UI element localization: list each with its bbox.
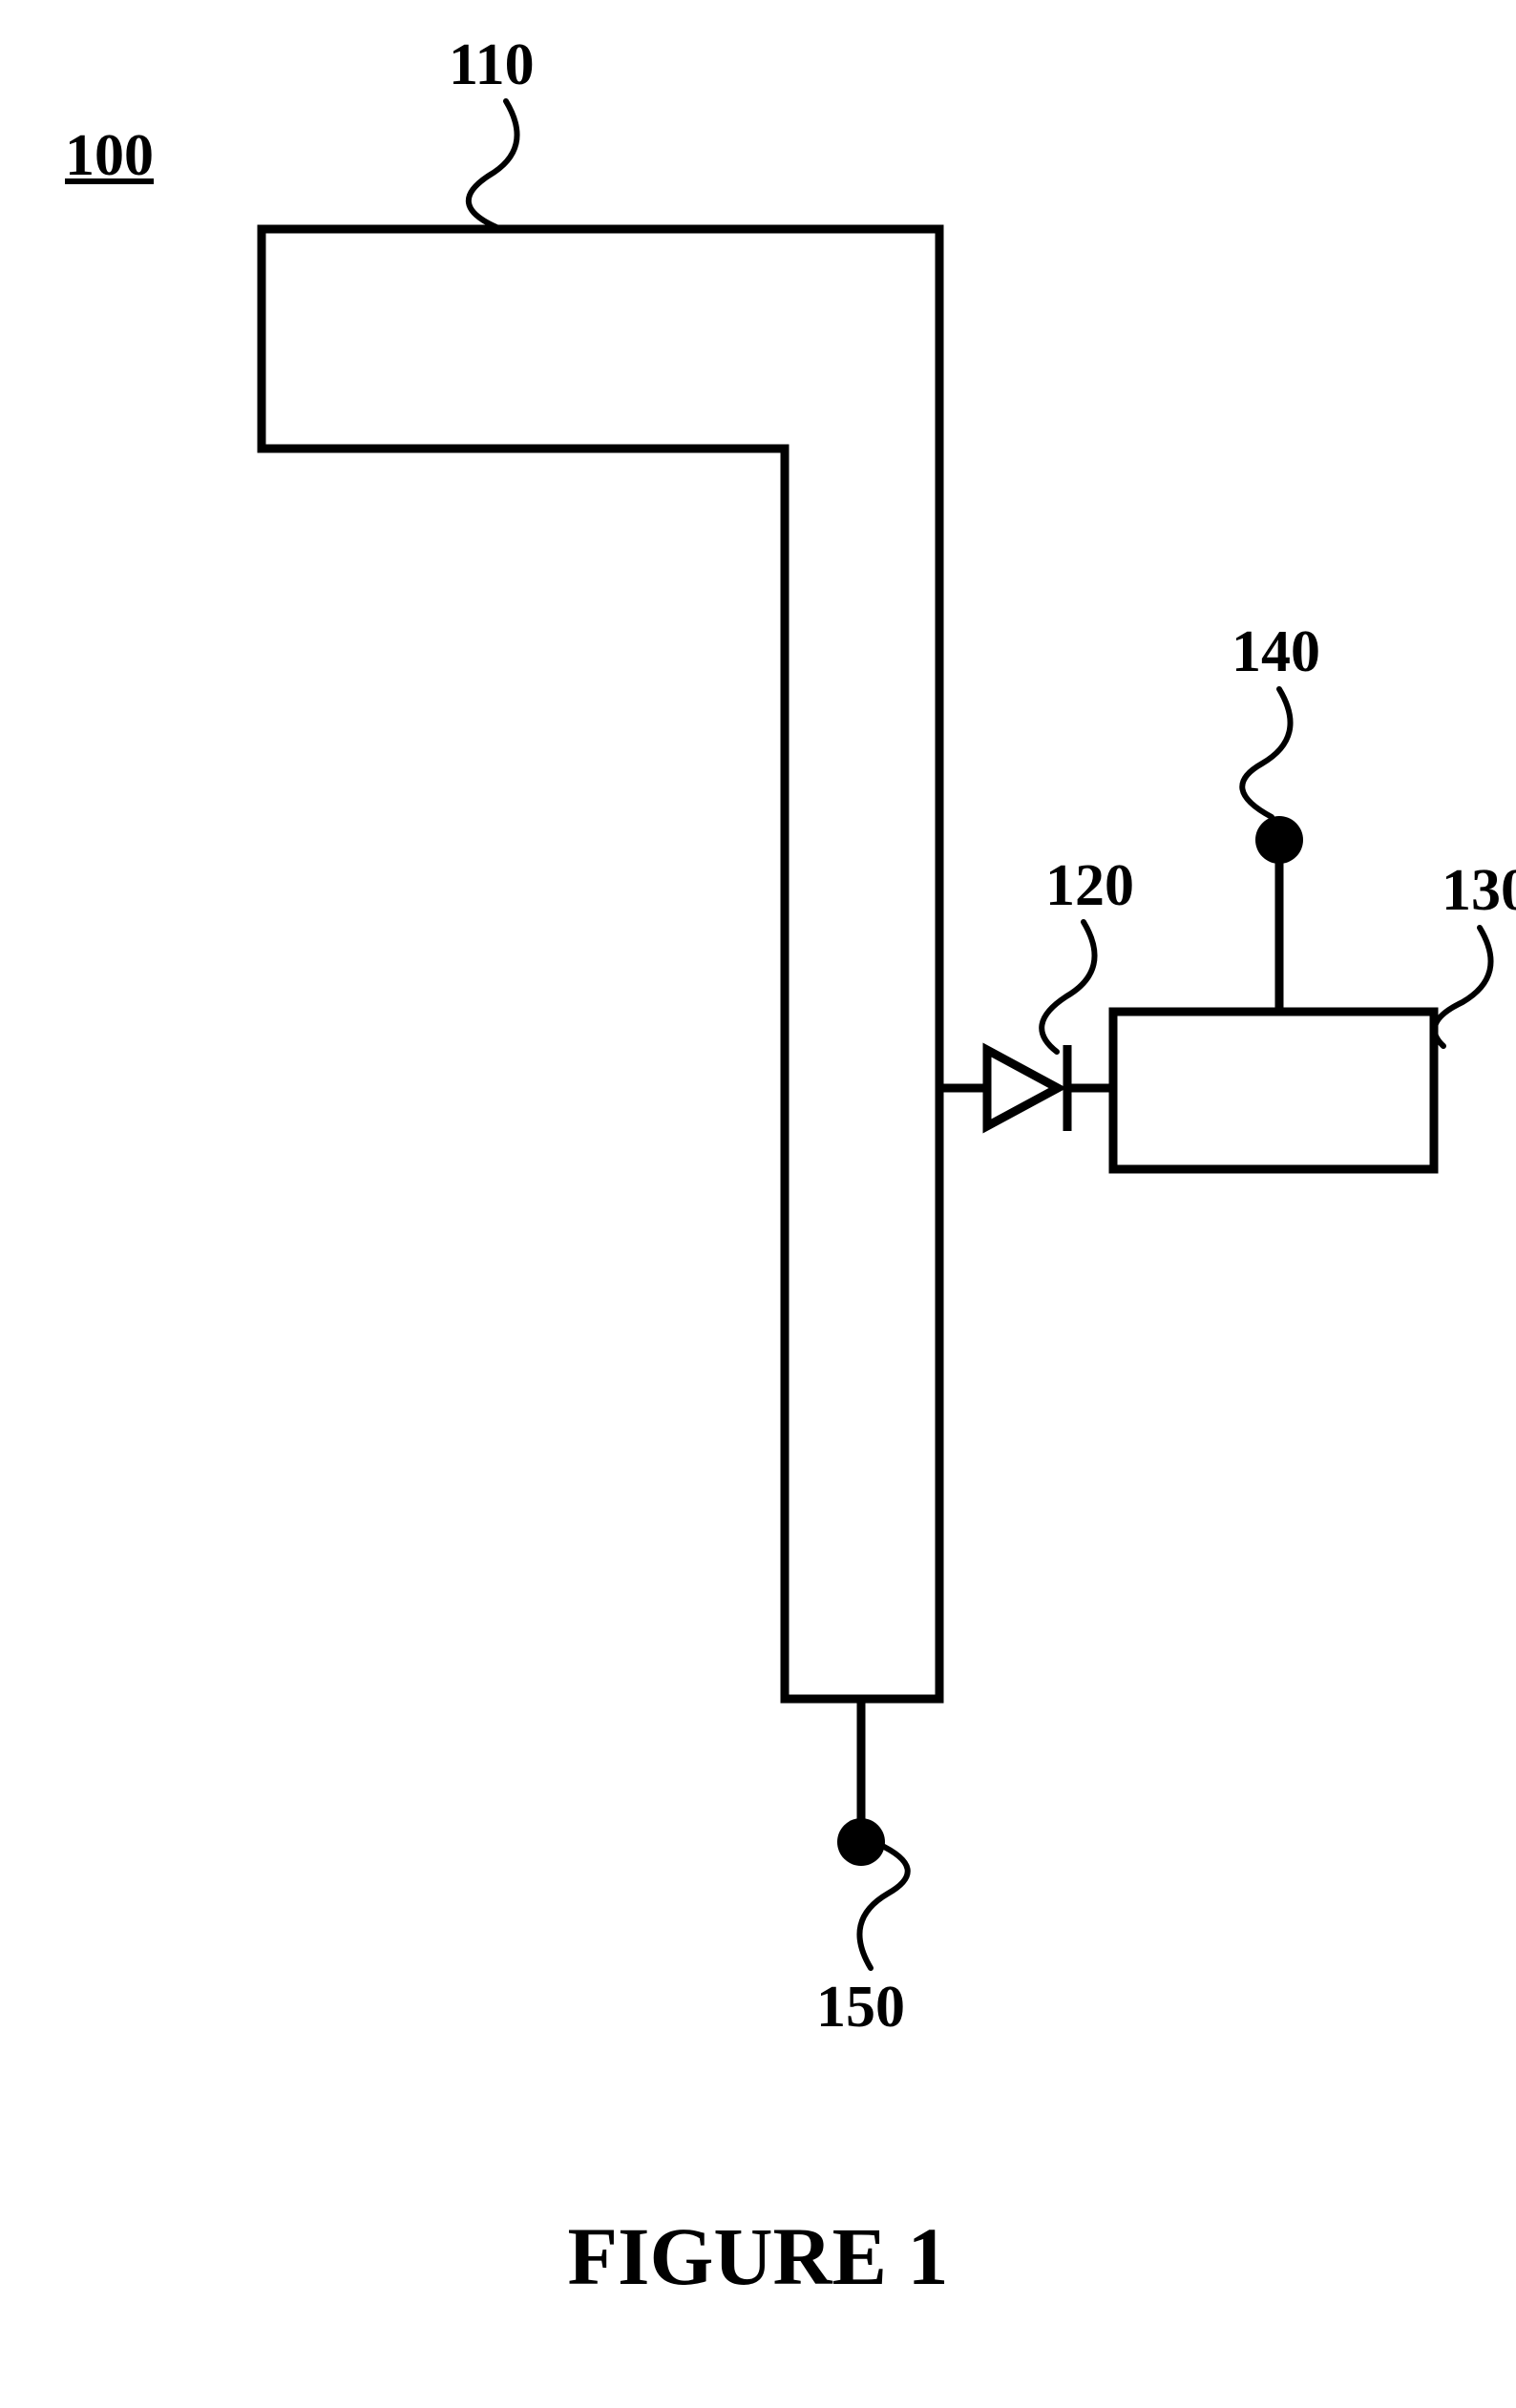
antenna-110-outline	[262, 229, 939, 1699]
label-110: 110	[449, 31, 535, 99]
label-140: 140	[1232, 618, 1320, 686]
block-130	[1113, 1012, 1434, 1169]
label-150: 150	[816, 1974, 905, 2042]
node-140-dot-icon	[1255, 816, 1303, 864]
leader-c110	[469, 101, 517, 227]
label-120: 120	[1045, 852, 1134, 920]
figure-caption: FIGURE 1	[0, 2209, 1516, 2304]
diode-triangle-icon	[987, 1050, 1058, 1126]
label-130: 130	[1442, 857, 1516, 925]
leader-c140	[1242, 689, 1290, 817]
figure-reference-100: 100	[65, 122, 154, 190]
diagram-svg	[0, 0, 1516, 2408]
leader-c130	[1435, 928, 1491, 1046]
leader-c120	[1042, 922, 1094, 1052]
diagram-canvas: 100 110 120 130 140 150 FIGURE 1	[0, 0, 1516, 2408]
